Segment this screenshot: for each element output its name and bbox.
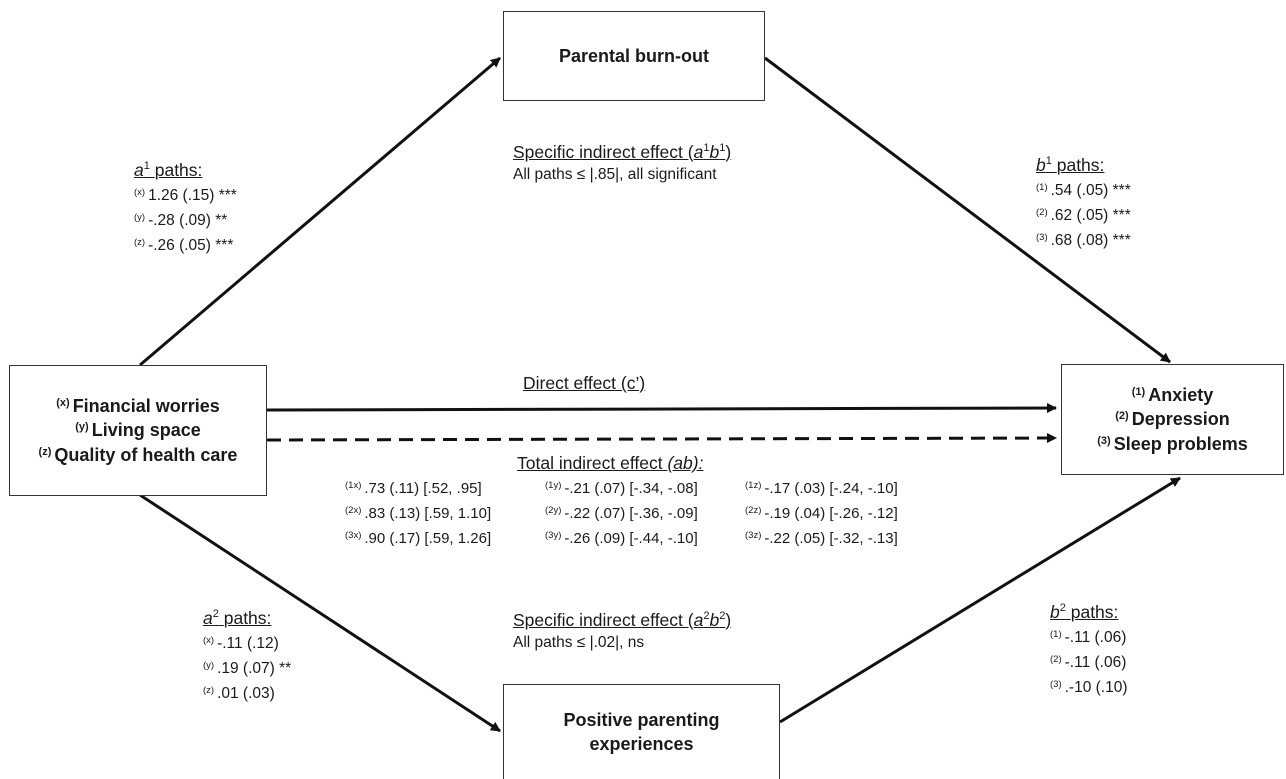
total-cell: (2y) -.22 (.07) [-.36, -.09] [545,505,698,522]
predictors-box: (x) Financial worries (y) Living space (z)… [9,365,267,496]
b2-line-1: (1) -.11 (.06) [1050,629,1127,646]
b2-paths-label: b2 paths: (1) -.11 (.06) (2) -.11 (.06) (3… [1050,596,1128,699]
a2-arrow [139,493,501,733]
specific-indirect-2-heading: Specific indirect effect (a2b2) [513,610,732,630]
a2-line-z: (z) .01 (.03) [203,685,275,702]
direct-effect-arrow [266,403,1057,414]
a2-heading: a2 paths: [203,608,272,628]
b1-paths-label: b1 paths: (1) .54 (.05) *** (2) .62 (.05) … [1036,149,1131,252]
a1-line-x: (x) 1.26 (.15) *** [134,187,237,204]
direct-effect-label: Direct effect (c’) [523,373,646,393]
total-cell: (3z) -.22 (.05) [-.32, -.13] [745,530,898,547]
b1-arrow [764,56,1171,364]
specific-indirect-2: Specific indirect effect (a2b2) All path… [513,604,731,654]
a1-arrow [139,56,501,367]
total-indirect-arrow [266,433,1057,444]
a1-paths-label: a1 paths: (x) 1.26 (.15) *** (y) -.28 (.09… [134,154,237,257]
outcome-1: (1) Anxiety [1131,385,1214,406]
predictor-z: (z) Quality of health care [38,444,238,465]
mediator-burnout-label: Parental burn-out [558,45,709,66]
total-cell: (3x) .90 (.17) [.59, 1.26] [345,530,492,547]
a1-heading: a1 paths: [134,160,203,180]
total-cell: (2z) -.19 (.04) [-.26, -.12] [745,505,898,522]
mediator-positive-line1: Positive parenting [563,709,720,730]
total-cell: (1z) -.17 (.03) [-.24, -.10] [745,480,898,497]
b2-line-2: (2) -.11 (.06) [1050,654,1127,671]
b2-heading: b2 paths: [1050,602,1119,622]
total-cell: (3y) -.26 (.09) [-.44, -.10] [545,530,698,547]
a1-line-z: (z) -.26 (.05) *** [134,237,234,254]
a1-line-y: (y) -.28 (.09) ** [134,212,228,229]
a2-line-x: (x) -.11 (.12) [203,635,279,652]
total-indirect-block: Total indirect effect (ab): (1x) .73 (.11… [345,451,945,550]
specific-indirect-1: Specific indirect effect (a1b1) All path… [513,136,731,186]
outcomes-box: (1) Anxiety (2) Depression (3) Sleep proble… [1061,364,1284,475]
specific-indirect-2-text: All paths ≤ |.02|, ns [513,634,645,651]
specific-indirect-1-text: All paths ≤ |.85|, all significant [513,166,717,183]
mediator-positive-line2: experiences [589,734,694,754]
total-cell: (1x) .73 (.11) [.52, .95] [345,480,482,497]
a2-paths-label: a2 paths: (x) -.11 (.12) (y) .19 (.07) ** … [203,602,291,705]
total-indirect-heading: Total indirect effect (ab): [517,453,704,473]
b1-line-2: (2) .62 (.05) *** [1036,207,1131,224]
b1-line-1: (1) .54 (.05) *** [1036,182,1131,199]
mediator-positive-box: Positive parenting experiences [503,684,780,779]
a2-line-y: (y) .19 (.07) ** [203,660,292,677]
total-indirect-table: (1x) .73 (.11) [.52, .95] (1y) -.21 (.07) … [345,475,945,550]
b2-line-3: (3) .-10 (.10) [1050,679,1128,696]
predictor-x: (x) Financial worries [56,396,220,417]
b1-heading: b1 paths: [1036,155,1105,175]
outcome-3: (3) Sleep problems [1097,433,1248,454]
b1-line-3: (3) .68 (.08) *** [1036,232,1131,249]
total-cell: (1y) -.21 (.07) [-.34, -.08] [545,480,698,497]
predictor-y: (y) Living space [75,420,201,441]
outcome-2: (2) Depression [1115,409,1230,430]
total-cell: (2x) .83 (.13) [.59, 1.10] [345,505,492,522]
b2-arrow [779,476,1181,724]
specific-indirect-1-heading: Specific indirect effect (a1b1) [513,142,732,162]
mediator-burnout-box: Parental burn-out [503,11,765,101]
